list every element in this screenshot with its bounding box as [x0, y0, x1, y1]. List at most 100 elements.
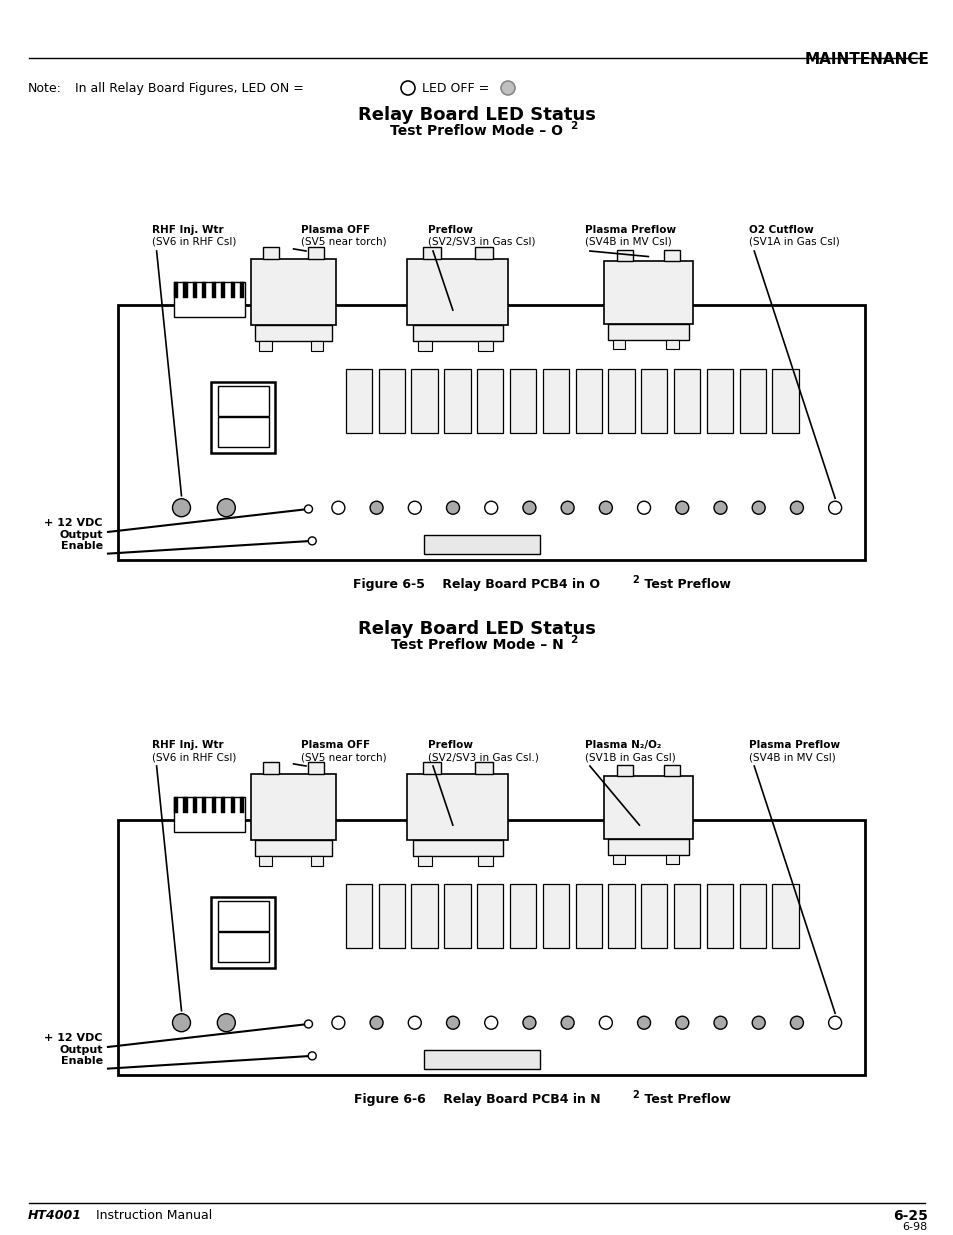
Bar	[254, 840, 332, 856]
Bar	[673, 884, 700, 947]
Circle shape	[828, 1016, 841, 1029]
Text: LED OFF =: LED OFF =	[421, 82, 489, 95]
Bar	[612, 340, 625, 350]
Bar	[202, 282, 206, 298]
Circle shape	[484, 501, 497, 514]
Bar	[444, 884, 470, 947]
Bar	[476, 369, 503, 432]
Circle shape	[522, 501, 536, 514]
Text: (SV2/SV3 in Gas Csl.): (SV2/SV3 in Gas Csl.)	[428, 752, 538, 762]
Circle shape	[446, 1016, 459, 1029]
Circle shape	[560, 1016, 574, 1029]
Text: Relay Board LED Status: Relay Board LED Status	[357, 620, 596, 638]
Text: Relay Board LED Status: Relay Board LED Status	[357, 106, 596, 124]
Bar	[412, 325, 503, 341]
Text: + 12 VDC: + 12 VDC	[45, 1032, 103, 1042]
Bar	[263, 762, 278, 773]
Text: O2 Cutflow: O2 Cutflow	[748, 225, 813, 235]
Bar	[509, 369, 536, 432]
Text: MAINTENANCE: MAINTENANCE	[804, 52, 929, 67]
Bar	[202, 797, 206, 813]
Circle shape	[790, 501, 802, 514]
Text: (SV6 in RHF Csl): (SV6 in RHF Csl)	[152, 237, 235, 247]
Bar	[603, 776, 693, 839]
Bar	[663, 249, 679, 261]
Text: Instruction Manual: Instruction Manual	[91, 1209, 212, 1221]
Circle shape	[637, 1016, 650, 1029]
Bar	[575, 369, 601, 432]
Bar	[739, 369, 765, 432]
Bar	[640, 884, 667, 947]
Bar	[378, 884, 404, 947]
Circle shape	[172, 1014, 191, 1031]
Bar	[665, 855, 679, 864]
Bar	[739, 884, 765, 947]
Bar	[673, 369, 700, 432]
Circle shape	[408, 501, 421, 514]
Text: (SV6 in RHF Csl): (SV6 in RHF Csl)	[152, 752, 235, 762]
Circle shape	[675, 1016, 688, 1029]
Bar	[259, 341, 272, 352]
Circle shape	[172, 499, 191, 516]
Text: 6-98: 6-98	[902, 1221, 927, 1233]
Bar	[193, 282, 196, 298]
Circle shape	[828, 501, 841, 514]
Circle shape	[400, 82, 415, 95]
Circle shape	[304, 1020, 313, 1028]
Circle shape	[598, 501, 612, 514]
Bar	[612, 855, 625, 864]
Text: (SV1A in Gas Csl): (SV1A in Gas Csl)	[748, 237, 839, 247]
Bar	[231, 282, 234, 298]
Circle shape	[675, 501, 688, 514]
Text: Output: Output	[59, 530, 103, 540]
Bar	[173, 797, 245, 832]
Bar	[118, 820, 864, 1074]
Bar	[254, 325, 332, 341]
Bar	[475, 762, 493, 773]
Bar	[477, 341, 492, 352]
Text: Test Preflow: Test Preflow	[639, 1093, 730, 1107]
Bar	[251, 773, 336, 840]
Text: Plasma Preflow: Plasma Preflow	[748, 740, 840, 750]
Text: In all Relay Board Figures, LED ON =: In all Relay Board Figures, LED ON =	[75, 82, 304, 95]
Bar	[308, 762, 323, 773]
Text: Figure 6-5    Relay Board PCB4 in O: Figure 6-5 Relay Board PCB4 in O	[354, 578, 599, 592]
Bar	[251, 258, 336, 325]
Bar	[772, 884, 798, 947]
Bar	[173, 282, 245, 317]
Circle shape	[308, 537, 315, 545]
Circle shape	[598, 1016, 612, 1029]
Bar	[607, 324, 688, 340]
Circle shape	[370, 1016, 383, 1029]
Circle shape	[332, 1016, 344, 1029]
Bar	[608, 369, 634, 432]
Bar	[424, 535, 539, 553]
Bar	[217, 385, 268, 416]
Bar	[346, 369, 372, 432]
Bar	[407, 773, 508, 840]
Text: Test Preflow: Test Preflow	[639, 578, 730, 592]
Text: Output: Output	[59, 1045, 103, 1055]
Bar	[231, 797, 234, 813]
Bar	[411, 369, 437, 432]
Circle shape	[751, 1016, 764, 1029]
Bar	[263, 247, 278, 258]
Bar	[212, 282, 215, 298]
Circle shape	[751, 501, 764, 514]
Text: (SV4B in MV Csl): (SV4B in MV Csl)	[584, 237, 671, 247]
Bar	[603, 261, 693, 324]
Text: (SV1B in Gas Csl): (SV1B in Gas Csl)	[584, 752, 675, 762]
Bar	[217, 417, 268, 447]
Circle shape	[500, 82, 515, 95]
Bar	[212, 382, 274, 453]
Bar	[183, 282, 188, 298]
Bar	[193, 797, 196, 813]
Circle shape	[217, 499, 235, 516]
Bar	[378, 369, 404, 432]
Bar	[311, 341, 323, 352]
Text: + 12 VDC: + 12 VDC	[45, 517, 103, 527]
Bar	[772, 369, 798, 432]
Text: HT4001: HT4001	[28, 1209, 82, 1221]
Bar	[607, 839, 688, 855]
Bar	[311, 856, 323, 867]
